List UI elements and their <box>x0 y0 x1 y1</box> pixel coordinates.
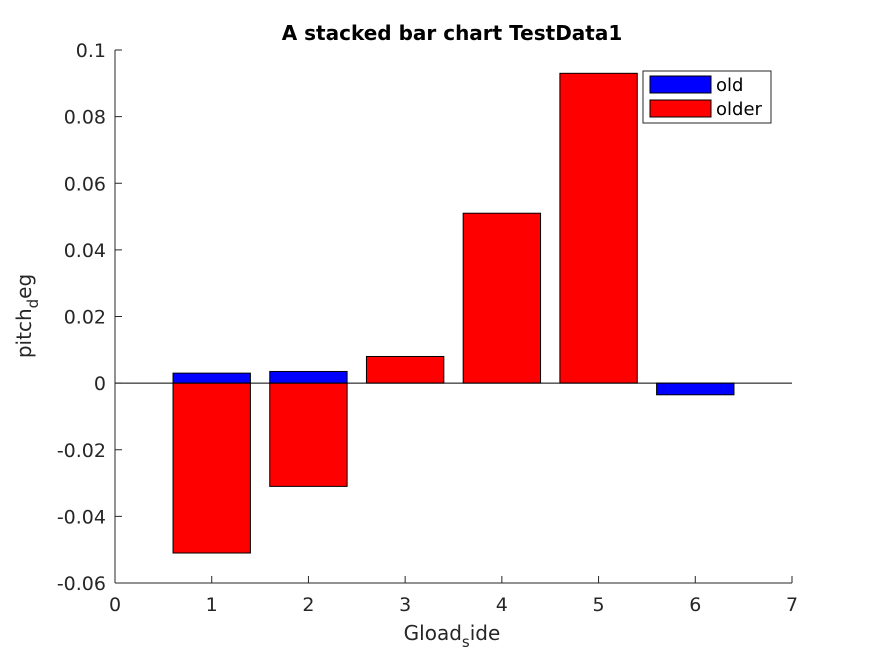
bar-older-x5 <box>559 72 638 384</box>
x-axis-label-subscript: s <box>462 633 470 651</box>
y-tick-label: 0.06 <box>64 173 106 195</box>
y-tick-label: 0.1 <box>76 40 106 62</box>
bar-older-x3 <box>365 355 445 384</box>
legend-label-old: old <box>716 75 743 96</box>
x-tick-label: 6 <box>689 594 701 616</box>
y-axis-label-subscript: d <box>24 299 42 309</box>
chart-title: A stacked bar chart TestData1 <box>282 21 623 45</box>
bars-layer <box>172 72 735 554</box>
legend-swatch-old <box>649 75 712 94</box>
x-axis-label: Gloadside <box>404 621 501 651</box>
y-tick-label: -0.02 <box>57 440 106 462</box>
y-tick-label: 0.02 <box>64 307 106 329</box>
y-axis-label-rest: eg <box>12 274 36 299</box>
x-tick-label: 5 <box>593 594 605 616</box>
x-axis-label-main: Gload <box>404 621 462 645</box>
y-tick-label: 0.04 <box>64 240 106 262</box>
bar-old-x2 <box>269 370 348 384</box>
x-axis-label-rest: ide <box>470 621 501 645</box>
legend-label-older: older <box>716 99 763 120</box>
x-tick-label: 3 <box>399 594 411 616</box>
bar-old-x1 <box>172 372 251 384</box>
y-tick-label: -0.06 <box>57 573 106 595</box>
y-tick-label: 0 <box>94 373 106 395</box>
y-tick-label: 0.08 <box>64 107 106 129</box>
y-axis-label-main: pitch <box>12 308 36 358</box>
bar-older-x4 <box>462 212 542 384</box>
bar-old-x6 <box>656 382 735 396</box>
x-tick-label: 2 <box>302 594 314 616</box>
legend: old older <box>642 70 772 124</box>
x-tick-label: 1 <box>206 594 218 616</box>
bar-older-x1 <box>172 382 251 554</box>
y-axis-label: pitchdeg <box>12 274 42 358</box>
x-tick-label: 0 <box>109 594 121 616</box>
legend-swatch-older <box>649 99 712 118</box>
x-tick-label: 4 <box>496 594 508 616</box>
x-tick-label: 7 <box>786 594 798 616</box>
bar-older-x2 <box>269 382 348 487</box>
y-tick-label: -0.04 <box>57 506 106 528</box>
axes-layer: -0.06 -0.04 -0.02 0 0.02 0.04 0.06 0.08 0.1 0 1 2 3 4… <box>57 40 798 616</box>
